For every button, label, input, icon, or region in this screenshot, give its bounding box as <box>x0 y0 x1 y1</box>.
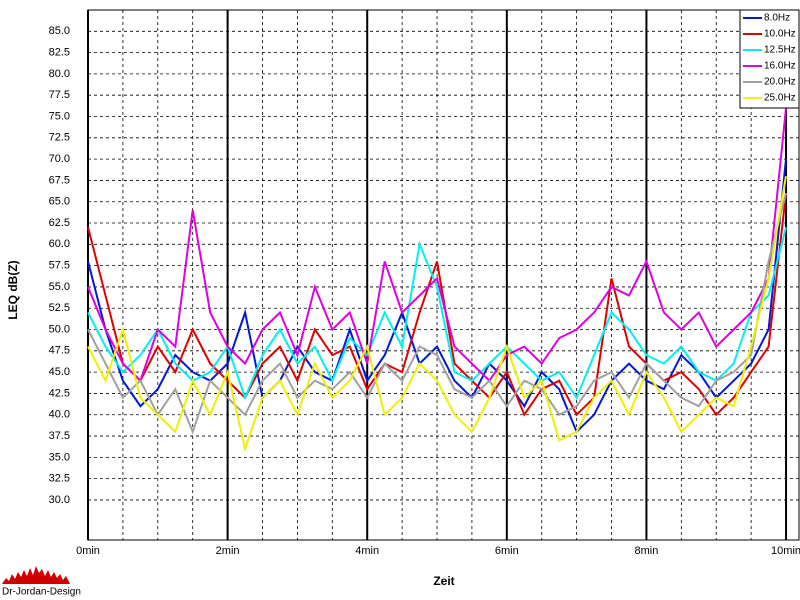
y-tick-label: 30.0 <box>49 494 70 506</box>
legend-label: 8.0Hz <box>764 13 790 24</box>
series-line <box>87 176 787 453</box>
y-tick-label: 42.5 <box>49 387 70 399</box>
legend-label: 25.0Hz <box>764 93 796 104</box>
y-tick-label: 82.5 <box>49 47 70 59</box>
y-tick-label: 45.0 <box>49 366 70 378</box>
legend-label: 10.0Hz <box>764 29 796 40</box>
legend-label: 20.0Hz <box>764 77 796 88</box>
y-tick-label: 62.5 <box>49 217 70 229</box>
y-tick-label: 72.5 <box>49 132 70 144</box>
x-tick-label: 10min <box>771 545 800 557</box>
y-tick-label: 55.0 <box>49 281 70 293</box>
y-tick-label: 52.5 <box>49 302 70 314</box>
y-tick-label: 50.0 <box>49 323 70 335</box>
y-tick-label: 70.0 <box>49 153 70 165</box>
y-tick-label: 67.5 <box>49 174 70 186</box>
y-tick-label: 60.0 <box>49 238 70 250</box>
series-line <box>87 227 787 401</box>
x-tick-label: 8min <box>635 545 659 557</box>
legend-label: 12.5Hz <box>764 45 796 56</box>
logo: Dr-Jordan-Design <box>2 566 81 598</box>
y-tick-label: 47.5 <box>49 345 70 357</box>
y-tick-label: 65.0 <box>49 196 70 208</box>
legend-label: 16.0Hz <box>764 61 796 72</box>
y-tick-label: 40.0 <box>49 409 70 421</box>
y-tick-label: 57.5 <box>49 260 70 272</box>
y-tick-label: 75.0 <box>49 110 70 122</box>
y-tick-label: 80.0 <box>49 68 70 80</box>
logo-graphic <box>2 566 70 584</box>
series-line <box>87 107 787 383</box>
y-axis-label: LEQ dB(Z) <box>6 260 20 319</box>
legend: 8.0Hz 10.0Hz 12.5Hz 16.0Hz 20.0Hz 25.0Hz <box>739 9 800 109</box>
y-tick-label: 37.5 <box>49 430 70 442</box>
x-tick-label: 2min <box>216 545 240 557</box>
series-line <box>87 192 787 435</box>
series-line <box>87 193 787 417</box>
x-axis-label: Zeit <box>433 574 454 588</box>
y-tick-label: 35.0 <box>49 451 70 463</box>
x-tick-label: 6min <box>495 545 519 557</box>
y-tick-label: 32.5 <box>49 473 70 485</box>
plot-area <box>87 9 800 541</box>
x-tick-label: 0min <box>76 545 100 557</box>
x-tick-label: 4min <box>355 545 379 557</box>
logo-text: Dr-Jordan-Design <box>2 587 81 598</box>
legend-box <box>739 9 800 109</box>
y-tick-label: 85.0 <box>49 25 70 37</box>
y-tick-label: 77.5 <box>49 89 70 101</box>
